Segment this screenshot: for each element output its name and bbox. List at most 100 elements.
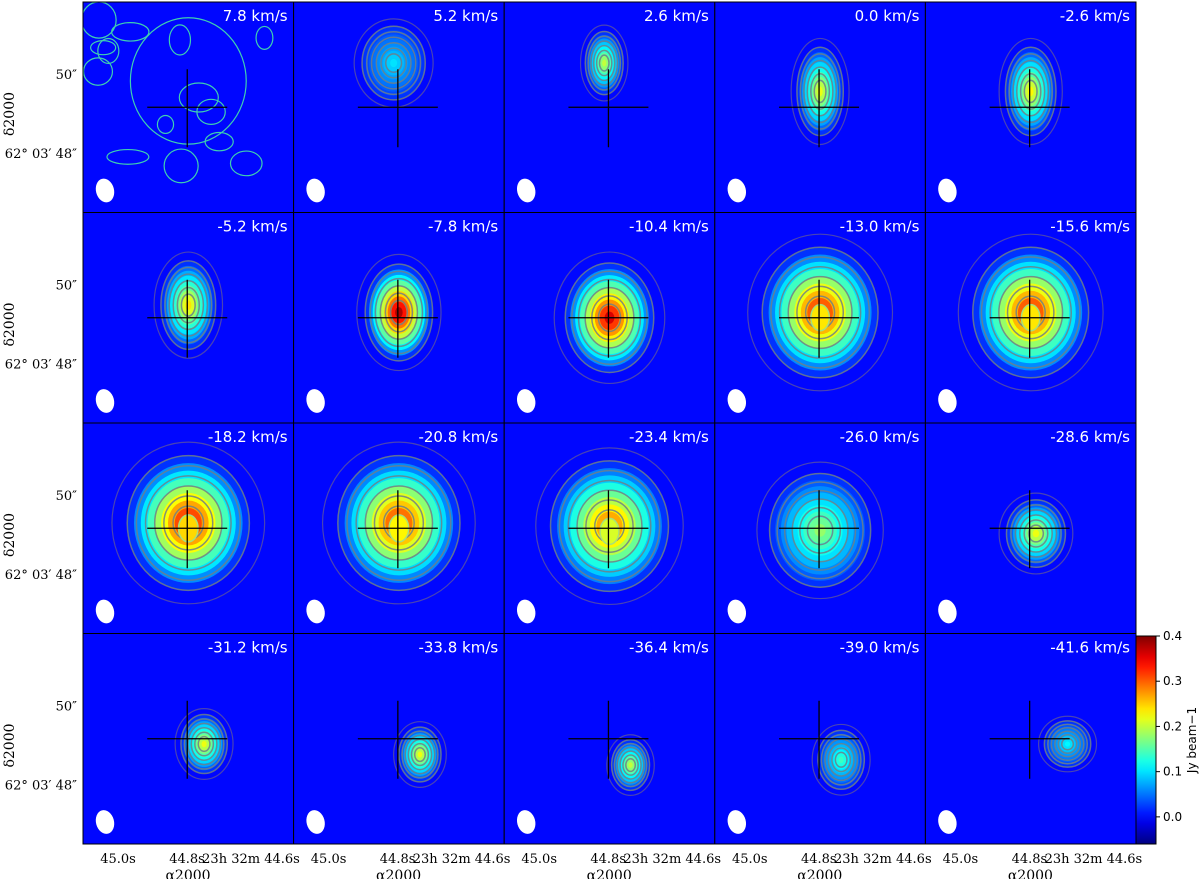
velocity-label: 7.8 km/s — [223, 7, 288, 25]
contour-level — [595, 49, 613, 77]
beam-ellipse — [516, 599, 536, 624]
contour-level — [356, 253, 442, 372]
velocity-label: -7.8 km/s — [428, 218, 498, 236]
contour-level — [806, 66, 834, 117]
contour-level — [364, 263, 434, 362]
colorbar-tick-label: 0.0 — [1163, 810, 1182, 824]
contour-level — [370, 36, 417, 90]
channel-panel: -20.8 km/s — [293, 422, 505, 634]
velocity-label: -23.4 km/s — [629, 428, 709, 446]
contour-level — [558, 469, 661, 583]
contour-level — [97, 37, 120, 64]
x-tick-label: 23h 32m 44.6s — [202, 852, 300, 867]
x-tick-label: 44.8s — [1012, 852, 1048, 867]
contour-level — [827, 742, 855, 777]
contour-level — [584, 30, 624, 96]
contour-level — [361, 25, 426, 101]
x-tick-label: 45.0s — [311, 852, 347, 867]
contour-level — [364, 485, 434, 561]
x-axis-label: α2000 — [1008, 868, 1053, 879]
contour-level — [337, 454, 461, 592]
contour-level — [806, 515, 834, 546]
beam-ellipse — [516, 810, 536, 834]
velocity-label: -10.4 km/s — [629, 218, 709, 236]
contour-level — [384, 53, 403, 74]
x-tick-label: 45.0s — [732, 852, 768, 867]
emission-level — [1027, 86, 1034, 97]
channel-panel: 0.0 km/s — [714, 1, 926, 213]
y-tick-label: 62° 03′ 48″ — [5, 147, 77, 162]
contour-level — [579, 24, 629, 102]
contour-level — [1004, 46, 1057, 137]
x-axis-label: α2000 — [797, 868, 842, 879]
contour-level — [796, 285, 845, 340]
velocity-label: -36.4 km/s — [629, 639, 709, 657]
emission-level — [395, 307, 403, 318]
contour-level — [1016, 66, 1046, 117]
beam-ellipse — [516, 178, 536, 203]
contour-level — [549, 460, 670, 593]
contour-level — [831, 747, 852, 773]
beam-ellipse — [938, 599, 957, 624]
contour-level — [998, 37, 1063, 146]
contour-level — [163, 495, 214, 551]
contour-level — [957, 233, 1104, 392]
contour-level — [778, 266, 862, 359]
velocity-label: -41.6 km/s — [1050, 639, 1130, 657]
contour-level — [1018, 514, 1053, 553]
channel-panel: -33.8 km/s — [293, 633, 505, 845]
channel-panel: -10.4 km/s — [503, 212, 716, 424]
contour-level — [770, 256, 871, 369]
contour-level — [791, 498, 849, 563]
contour-level — [106, 148, 150, 165]
beam-ellipse — [95, 599, 115, 624]
beam-ellipse — [95, 389, 115, 413]
channel-panel: -15.6 km/s — [924, 212, 1137, 424]
contour-level — [613, 742, 648, 788]
contour-level — [622, 754, 639, 776]
contour-level — [373, 495, 425, 551]
x-axis-label: α2000 — [376, 868, 421, 879]
contour-level — [616, 746, 645, 784]
contour-level — [834, 751, 848, 768]
emission-level — [201, 740, 207, 748]
y-axis-label: δ2000 — [2, 513, 18, 557]
contour-level — [355, 475, 443, 571]
velocity-label: -20.8 km/s — [418, 428, 498, 446]
channel-panel: -39.0 km/s — [714, 633, 926, 845]
velocity-label: 2.6 km/s — [644, 7, 709, 25]
emission-level — [390, 58, 398, 68]
x-axis-label: α2000 — [165, 868, 210, 879]
contour-level — [1050, 727, 1085, 761]
contour-level — [820, 734, 862, 786]
contour-level — [783, 489, 857, 571]
contour-level — [135, 464, 241, 581]
contour-level — [374, 277, 424, 348]
beam-ellipse — [727, 178, 747, 203]
velocity-label: -39.0 km/s — [840, 639, 920, 657]
contour-level — [129, 17, 247, 145]
x-tick-label: 23h 32m 44.6s — [623, 852, 721, 867]
contour-level — [407, 738, 433, 771]
colorbar-tick-label: 0.3 — [1163, 674, 1182, 688]
contour-level — [380, 47, 408, 79]
x-tick-label: 23h 32m 44.6s — [413, 852, 511, 867]
emission-level — [838, 756, 844, 764]
y-axis-label: δ2000 — [2, 92, 18, 136]
contour-level — [803, 59, 838, 124]
contour-level — [375, 42, 412, 85]
contour-level — [625, 757, 637, 773]
contour-level — [590, 40, 619, 86]
beam-ellipse — [306, 389, 325, 413]
x-tick-label: 44.8s — [590, 852, 626, 867]
contour-level — [799, 506, 842, 554]
contour-level — [410, 742, 430, 767]
channel-panel: 5.2 km/s — [293, 1, 505, 213]
contour-level — [174, 708, 234, 780]
contour-level — [90, 39, 117, 56]
velocity-label: -15.6 km/s — [1050, 218, 1130, 236]
colorbar-tick-label: 0.1 — [1163, 765, 1182, 779]
contour-level — [413, 746, 426, 763]
contour-level — [404, 734, 436, 775]
